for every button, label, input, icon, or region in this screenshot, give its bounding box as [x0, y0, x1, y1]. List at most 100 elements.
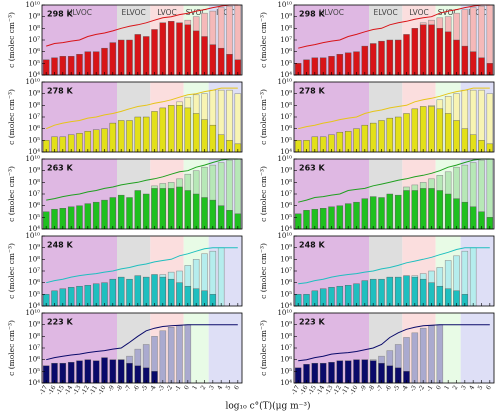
x-tick-label: -8: [115, 384, 124, 393]
region-label: ELVOC: [122, 8, 146, 17]
x-tick-label: -15: [307, 384, 318, 396]
x-tick-label: -17: [38, 384, 49, 396]
particle-bar: [92, 360, 100, 384]
x-tick-label: -10: [349, 384, 360, 396]
particle-bar: [167, 105, 175, 153]
y-axis-title: c (molec cm⁻³): [259, 12, 268, 68]
particle-bar: [167, 188, 175, 230]
particle-bar: [159, 188, 167, 230]
particle-bar: [411, 28, 419, 76]
particle-bar: [344, 285, 352, 307]
curve-line: [298, 4, 490, 49]
particle-bar: [117, 359, 125, 384]
x-tick-label: -13: [72, 384, 83, 396]
panel-label: 278 K: [299, 87, 325, 96]
y-tick-label: 10⁴: [28, 302, 40, 310]
particle-bar: [386, 276, 394, 307]
x-tick-label: -3: [157, 384, 166, 393]
y-tick-label: 10⁴: [280, 225, 292, 233]
y-tick-label: 10⁶: [280, 279, 292, 287]
y-tick-label: 10⁷: [28, 113, 40, 121]
particle-bar: [84, 203, 92, 230]
particle-bar: [394, 116, 402, 153]
region-label: IVOC: [468, 8, 486, 17]
y-tick-label: 10⁶: [280, 48, 292, 56]
x-tick-label: -10: [97, 384, 108, 396]
gas-bar: [411, 332, 419, 384]
curve-line: [298, 158, 490, 203]
gas-bar: [167, 327, 175, 384]
particle-bar: [92, 129, 100, 153]
region-label: SVOC: [186, 8, 207, 17]
particle-bar: [361, 280, 369, 307]
region-band: [208, 313, 242, 383]
x-tick-label: 6: [233, 384, 241, 391]
x-tick-label: 1: [191, 384, 199, 391]
particle-bar: [353, 359, 360, 384]
x-tick-label: 0: [435, 384, 443, 391]
particle-bar: [192, 113, 200, 153]
y-tick-label: 10⁵: [280, 290, 292, 298]
particle-bar: [378, 278, 385, 307]
region-label: LVOC: [157, 8, 177, 17]
x-tick-label: -4: [149, 384, 158, 393]
y-tick-label: 10⁸: [280, 24, 292, 32]
region-label: LVOC: [409, 8, 429, 17]
y-tick-label: 10⁷: [280, 267, 292, 275]
panel-label: 298 K: [299, 10, 325, 19]
particle-bar: [419, 106, 427, 153]
particle-bar: [378, 120, 385, 153]
region-label: SVOC: [438, 8, 459, 17]
x-tick-label: -16: [299, 384, 310, 396]
particle-bar: [159, 276, 167, 307]
particle-bar: [84, 285, 92, 307]
particle-bar: [67, 362, 75, 384]
particle-bar: [436, 28, 444, 76]
x-tick-label: -7: [124, 384, 133, 393]
y-tick-label: 10⁷: [280, 36, 292, 44]
x-tick-label: -8: [367, 384, 376, 393]
x-tick-label: -9: [359, 384, 368, 393]
particle-bar: [361, 359, 369, 384]
particle-bar: [151, 111, 158, 153]
particle-bar: [117, 120, 125, 153]
region-label: ULVOC: [319, 8, 344, 17]
particle-bar: [84, 51, 92, 76]
x-tick-label: -2: [417, 384, 426, 393]
x-tick-label: -4: [401, 384, 410, 393]
region-label: ELVOC: [374, 8, 398, 17]
x-tick-label: -12: [332, 384, 343, 396]
particle-bar: [469, 206, 477, 230]
y-tick-label: 10⁷: [28, 267, 40, 275]
particle-bar: [134, 275, 142, 307]
particle-bar: [92, 51, 100, 76]
panel-label: 248 K: [299, 241, 325, 250]
particle-bar: [117, 276, 125, 307]
gas-bar: [469, 247, 477, 307]
particle-bar: [192, 30, 200, 76]
y-tick-label: 10⁶: [28, 125, 40, 133]
particle-bar: [353, 128, 360, 153]
particle-bar: [428, 282, 435, 307]
particle-bar: [469, 51, 477, 76]
particle-bar: [209, 124, 217, 153]
gas-bar: [176, 325, 183, 384]
particle-bar: [142, 193, 150, 230]
y-tick-label: 10⁶: [28, 48, 40, 56]
gas-bar: [486, 93, 494, 153]
particle-bar: [444, 193, 452, 230]
y-axis-title: c (molec cm⁻³): [259, 320, 268, 376]
x-tick-label: -3: [409, 384, 418, 393]
particle-bar: [201, 119, 208, 153]
particle-bar: [109, 197, 117, 230]
curve-line: [298, 324, 490, 362]
particle-bar: [344, 360, 352, 384]
particle-bar: [428, 188, 435, 230]
particle-bar: [319, 208, 327, 230]
particle-bar: [151, 29, 158, 76]
particle-bar: [461, 45, 469, 76]
panel-label: 223 K: [47, 318, 73, 327]
particle-bar: [59, 208, 67, 230]
y-tick-label: 10⁵: [28, 59, 40, 67]
